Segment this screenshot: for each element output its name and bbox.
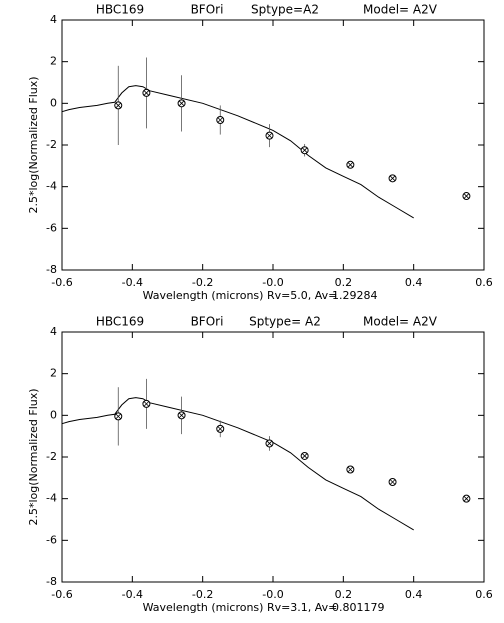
point-cross [115,102,122,109]
av-value: 1.29284 [332,289,378,302]
point-cross [217,117,224,123]
data-point [300,451,309,460]
plot-frame [61,331,485,583]
y-axis-label: 2.5*log(Normalized Flux) [27,388,40,525]
plot-frame [61,19,485,271]
y-tick-label: 2 [50,55,57,68]
y-tick-label: -6 [46,221,57,234]
y-tick-label: 0 [50,96,57,109]
data-point [346,160,355,169]
title-item: HBC169 [96,315,144,329]
x-tick-label: -0.0 [262,588,283,601]
data-point [177,99,186,108]
point-cross [301,453,308,459]
x-tick-label: -0.0 [262,276,283,289]
point-cross [389,479,396,485]
panel: HBC169 BFOri Sptype=A2 Model= A2V -0.6 -0.4 -0… [27,3,493,303]
y-tick-label: -8 [46,575,57,588]
x-tick-label: 0.2 [335,276,353,289]
point-cross [347,466,354,473]
data-point [142,88,151,97]
x-tick-label: -0.2 [192,276,213,289]
point-cross [347,162,354,168]
data-point [265,131,274,140]
x-tick-label: 0.6 [475,588,493,601]
point-cross [217,426,224,432]
y-tick-label: 2 [50,367,57,380]
y-tick-label: -4 [46,492,57,505]
x-tick-label: -0.4 [122,588,143,601]
point-cross [178,412,185,419]
x-tick-label: -0.4 [122,276,143,289]
data-point [388,478,397,486]
data-point [114,412,123,421]
data-point [388,174,397,183]
point-cross [178,100,185,107]
y-tick-label: 4 [50,13,57,26]
point-cross [301,147,308,153]
point-cross [266,132,273,139]
x-tick-label: 0.4 [405,588,423,601]
panel: HBC169 BFOri Sptype= A2 Model= A2V -0.6 -0.4 -… [27,315,493,615]
point-cross [115,413,122,420]
title-item: Sptype=A2 [251,3,319,17]
x-tick-label: -0.2 [192,588,213,601]
x-tick-label: 0.4 [405,276,423,289]
av-value: 0.801179 [332,601,385,614]
y-tick-label: -6 [46,533,57,546]
point-cross [463,193,470,199]
x-axis-label: Wavelength (microns) Rv=3.1, Av= [143,601,338,614]
y-tick-label: -2 [46,138,57,151]
y-tick-label: 4 [50,325,57,338]
title-item: BFOri [191,3,224,17]
title-item: BFOri [191,315,224,329]
y-tick-label: 0 [50,408,57,421]
point-cross [143,401,150,407]
data-point [114,101,123,110]
data-point [142,399,151,408]
point-cross [463,495,470,502]
data-point [346,465,355,474]
y-tick-label: -8 [46,263,57,276]
x-tick-label: 0.2 [335,588,353,601]
title-item: HBC169 [96,3,144,17]
title-item: Sptype= A2 [249,315,321,329]
y-tick-label: -2 [46,450,57,463]
data-point [300,146,309,155]
x-tick-label: -0.6 [51,276,72,289]
data-point [216,116,225,124]
data-point [265,439,274,448]
point-cross [266,440,273,447]
y-axis-label: 2.5*log(Normalized Flux) [27,76,40,213]
data-point [462,192,471,201]
model-spectrum [61,85,414,219]
x-tick-label: -0.6 [51,588,72,601]
point-cross [143,90,150,96]
data-point [177,411,186,420]
data-point [216,424,225,433]
title-item: Model= A2V [363,315,438,329]
title-item: Model= A2V [363,3,438,17]
y-tick-label: -4 [46,180,57,193]
x-axis-label: Wavelength (microns) Rv=5.0, Av= [143,289,338,302]
data-point [462,494,471,503]
x-tick-label: 0.6 [475,276,493,289]
point-cross [389,175,396,182]
model-spectrum [61,397,414,531]
